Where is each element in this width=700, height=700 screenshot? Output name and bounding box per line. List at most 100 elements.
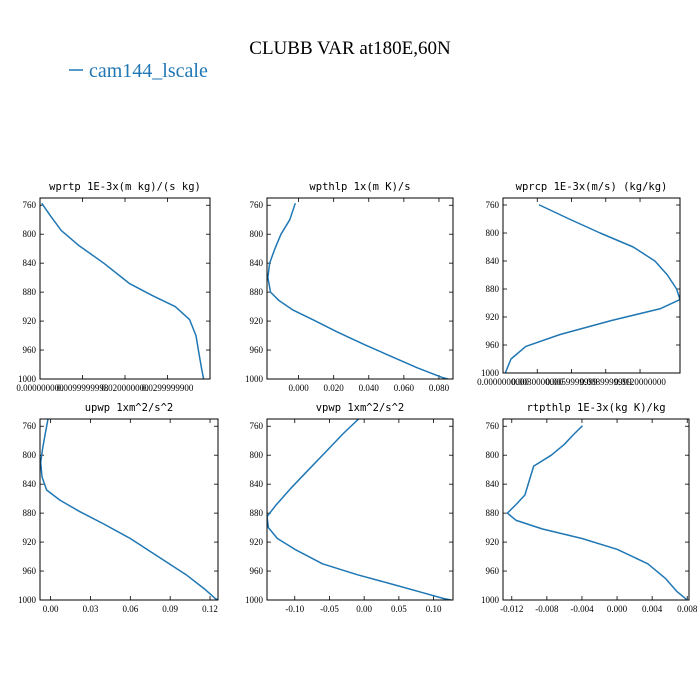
panel-4: upwp 1xm^2/s^2 1000 960 920 880 840 800 760 0.00…: [18, 402, 219, 614]
x-tick-label: 0.0089999999: [580, 377, 632, 387]
x-tick-label: 0.020000000: [101, 383, 149, 393]
y-tick-label: 800: [250, 450, 264, 460]
y-tick-label: 880: [250, 287, 264, 297]
panel-5: vpwp 1xm^2/s^2 1000 960 920 880 840 800 760 -0.1…: [245, 402, 454, 614]
series-line: [40, 419, 218, 600]
plot-frame: [39, 418, 219, 601]
legend-label: cam144_lscale: [89, 60, 208, 82]
y-tick-label: 920: [486, 537, 500, 547]
plot-frame: [266, 418, 454, 601]
y-tick-label: 920: [23, 537, 37, 547]
y-tick-label: 800: [23, 229, 37, 239]
y-tick-label: 880: [486, 284, 500, 294]
panel-title: wprtp 1E-3x(m kg)/(s kg): [49, 181, 201, 193]
x-tick-label: 0.09: [162, 604, 178, 614]
panel-title: upwp 1xm^2/s^2: [85, 402, 174, 414]
x-tick-label: 0.080: [429, 383, 450, 393]
x-tick-label: 0.020: [324, 383, 345, 393]
series-line: [267, 203, 449, 379]
y-tick-label: 1000: [481, 595, 500, 605]
y-tick-label: 800: [23, 450, 37, 460]
x-tick-label: 0.000: [607, 604, 628, 614]
y-tick-label: 760: [486, 200, 500, 210]
x-tick-label: 0.0299999900: [142, 383, 194, 393]
x-tick-label: 0.040: [359, 383, 380, 393]
y-tick-label: 880: [23, 287, 37, 297]
series-line: [267, 419, 452, 600]
y-tick-label: 1000: [18, 374, 37, 384]
y-tick-label: 920: [250, 316, 264, 326]
figure-title: CLUBB VAR at180E,60N: [249, 38, 451, 59]
x-tick-label: 0.10: [426, 604, 442, 614]
y-tick-label: 760: [23, 421, 37, 431]
series-line: [504, 204, 680, 373]
x-tick-label: 0.000: [288, 383, 309, 393]
x-tick-label: 0.00: [43, 604, 59, 614]
panel-title: vpwp 1xm^2/s^2: [316, 402, 405, 414]
y-tick-label: 800: [486, 450, 500, 460]
y-tick-label: 1000: [18, 595, 37, 605]
y-tick-label: 1000: [245, 595, 264, 605]
x-tick-label: 0.05: [391, 604, 407, 614]
y-tick-label: 1000: [481, 368, 500, 378]
y-tick-label: 840: [250, 258, 264, 268]
y-tick-label: 1000: [245, 374, 264, 384]
panel-6: rtpthlp 1E-3x(kg K)/kg 1000 960 920 880 840 80…: [481, 402, 698, 614]
x-tick-label: -0.10: [285, 604, 304, 614]
x-tick-label: 0.0000000000: [477, 377, 529, 387]
legend: cam144_lscale: [69, 60, 208, 82]
plot-frame: [39, 197, 211, 380]
y-tick-label: 840: [250, 479, 264, 489]
y-tick-label: 760: [250, 200, 264, 210]
y-tick-label: 920: [486, 312, 500, 322]
y-tick-label: 960: [250, 345, 264, 355]
x-tick-label: -0.004: [570, 604, 594, 614]
y-tick-label: 960: [486, 566, 500, 576]
x-tick-label: 0.0099999998: [57, 383, 109, 393]
y-tick-label: 960: [250, 566, 264, 576]
panel-2: wpthlp 1x(m K)/s 1000 960 920 880 840 800 760 0.…: [245, 181, 454, 393]
y-tick-label: 760: [486, 421, 500, 431]
series-line: [506, 425, 688, 600]
x-tick-label: 0.0059999999: [546, 377, 598, 387]
x-tick-label: 0.00: [356, 604, 372, 614]
panels: wprtp 1E-3x(m kg)/(s kg) 1000 960 920 880 840…: [16, 181, 697, 614]
y-tick-label: 960: [23, 345, 37, 355]
x-tick-label: 0.12: [202, 604, 218, 614]
x-tick-label: 0.000000000: [16, 383, 64, 393]
y-tick-label: 840: [486, 479, 500, 489]
panel-title: rtpthlp 1E-3x(kg K)/kg: [526, 402, 665, 414]
y-tick-label: 920: [23, 316, 37, 326]
plot-frame: [502, 197, 681, 374]
x-tick-label: 0.060: [394, 383, 415, 393]
y-tick-label: 960: [23, 566, 37, 576]
y-tick-label: 800: [250, 229, 264, 239]
x-tick-label: 0.0120000000: [614, 377, 666, 387]
x-tick-label: 0.004: [642, 604, 663, 614]
y-tick-label: 760: [23, 200, 37, 210]
x-tick-label: -0.012: [500, 604, 523, 614]
x-tick-label: 0.008: [677, 604, 698, 614]
x-tick-label: 0.06: [122, 604, 138, 614]
x-tick-label: 0.03: [83, 604, 99, 614]
panel-title: wpthlp 1x(m K)/s: [309, 181, 410, 193]
plot-frame: [502, 418, 690, 601]
y-tick-label: 880: [250, 508, 264, 518]
panel-3: wprcp 1E-3x(m/s) (kg/kg) 1000 960 920 880 840…: [477, 181, 681, 387]
y-tick-label: 840: [23, 258, 37, 268]
x-tick-label: -0.008: [535, 604, 559, 614]
y-tick-label: 960: [486, 340, 500, 350]
y-tick-label: 880: [486, 508, 500, 518]
x-tick-label: -0.05: [320, 604, 339, 614]
y-tick-label: 920: [250, 537, 264, 547]
x-tick-label: 0.0030000000: [511, 377, 563, 387]
panel-title: wprcp 1E-3x(m/s) (kg/kg): [516, 181, 668, 193]
y-tick-label: 760: [250, 421, 264, 431]
y-tick-label: 800: [486, 228, 500, 238]
plot-frame: [266, 197, 454, 380]
y-tick-label: 840: [486, 256, 500, 266]
y-tick-label: 880: [23, 508, 37, 518]
panel-1: wprtp 1E-3x(m kg)/(s kg) 1000 960 920 880 840…: [16, 181, 211, 393]
series-line: [41, 203, 205, 379]
